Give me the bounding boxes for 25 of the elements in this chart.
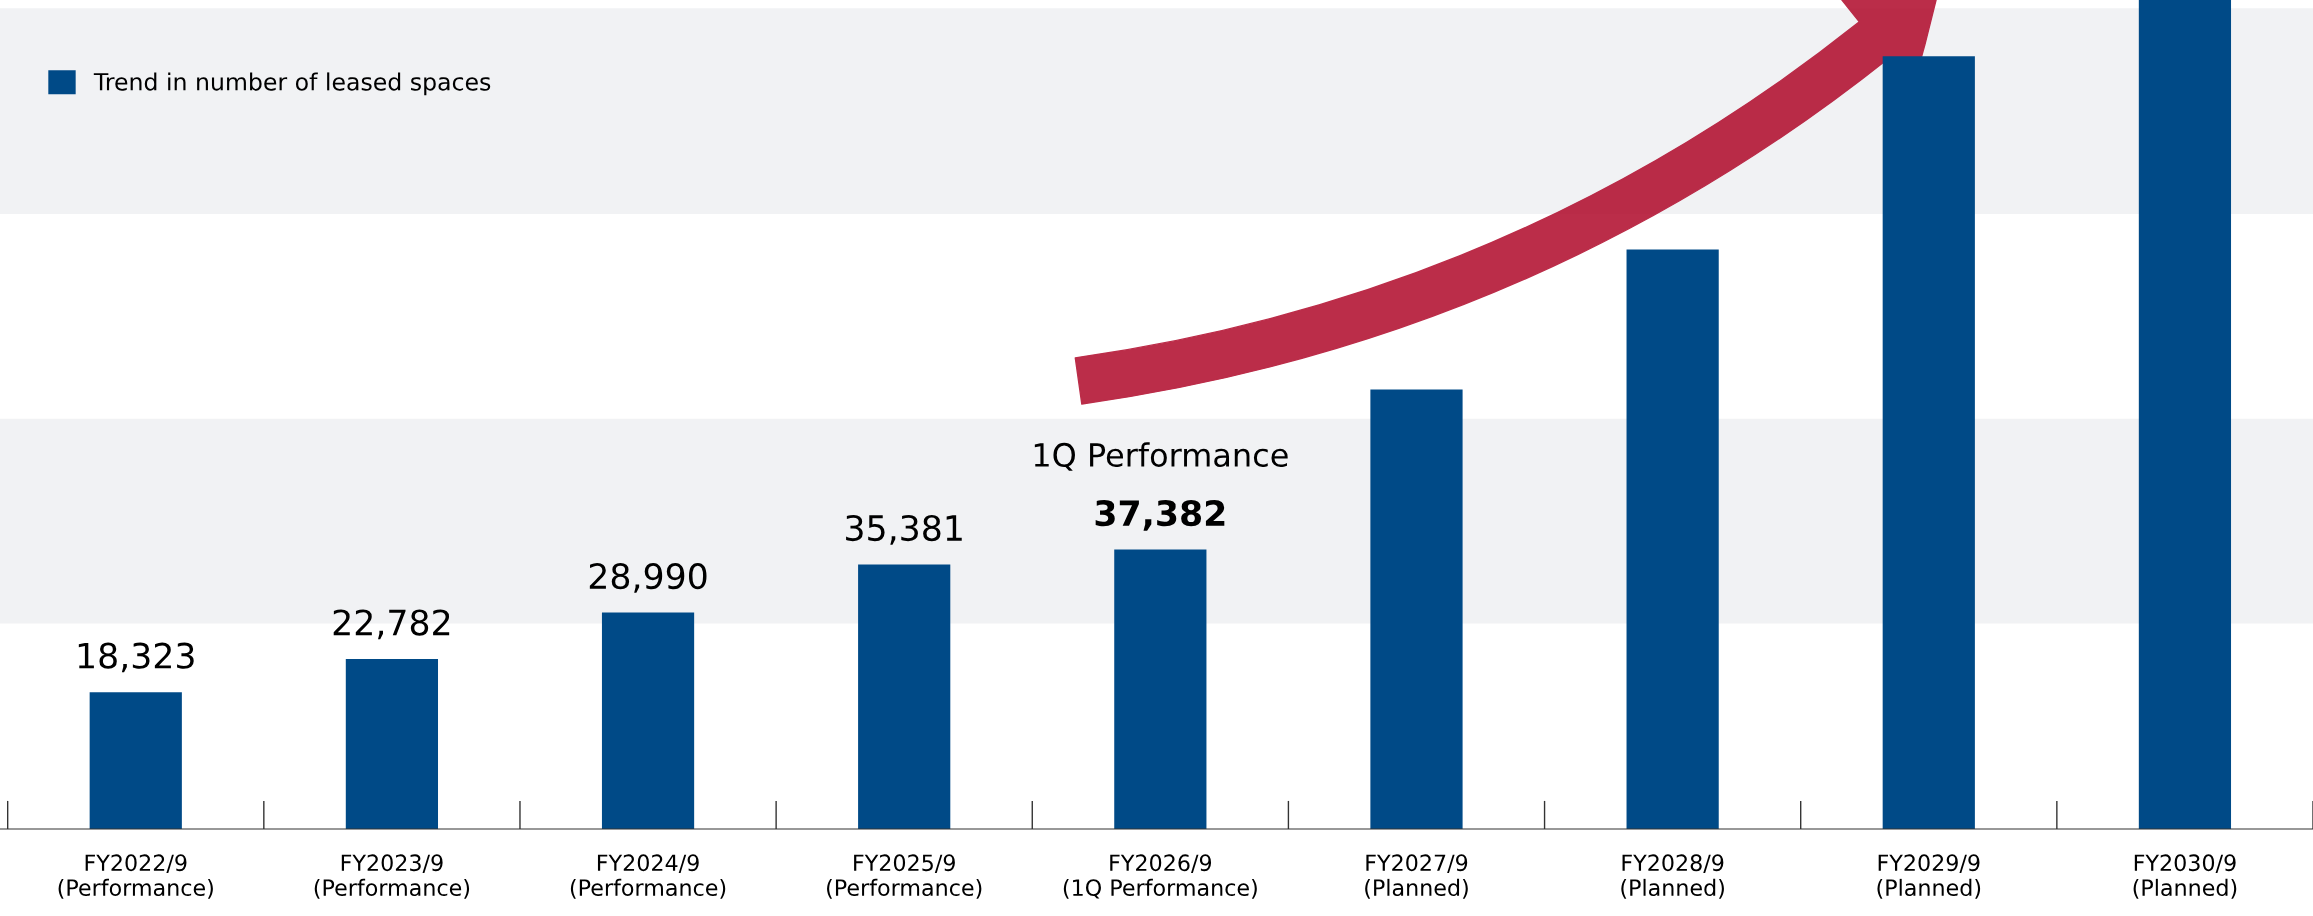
bar xyxy=(1114,549,1207,829)
x-tick-label: FY2029/9 (Planned) xyxy=(1877,854,1981,899)
bar xyxy=(345,659,439,829)
x-tick-label: FY2030/9 (Planned) xyxy=(2133,854,2237,899)
text: 22,782 xyxy=(333,609,450,640)
x-tick-label: FY2027/9 (Planned) xyxy=(1365,854,1468,899)
annotation: 1Q Performance xyxy=(1034,442,1288,471)
x-tick-label: FY2025/9 (Performance) xyxy=(827,854,982,899)
legend-label: Trend in number of leased spaces xyxy=(93,72,491,96)
bar xyxy=(1626,249,1719,829)
text: 37,382 xyxy=(1095,499,1225,531)
text: 28,990 xyxy=(589,562,707,593)
bar xyxy=(1882,56,1975,829)
x-tick-label: FY2023/9 (Performance) xyxy=(314,854,470,899)
x-tick-label: FY2024/9 (Performance) xyxy=(570,854,726,899)
bar xyxy=(2138,0,2232,829)
text: 18,323 xyxy=(78,642,194,673)
bar xyxy=(1370,389,1463,829)
x-tick-label: FY2022/9 (Performance) xyxy=(58,854,213,899)
bar xyxy=(858,564,951,829)
bar xyxy=(89,692,182,829)
x-tick-label: FY2026/9 (1Q Performance) xyxy=(1063,854,1257,899)
bar xyxy=(601,612,695,829)
x-tick-label: FY2028/9 (Planned) xyxy=(1621,854,1724,899)
text: 35,381 xyxy=(846,514,962,545)
